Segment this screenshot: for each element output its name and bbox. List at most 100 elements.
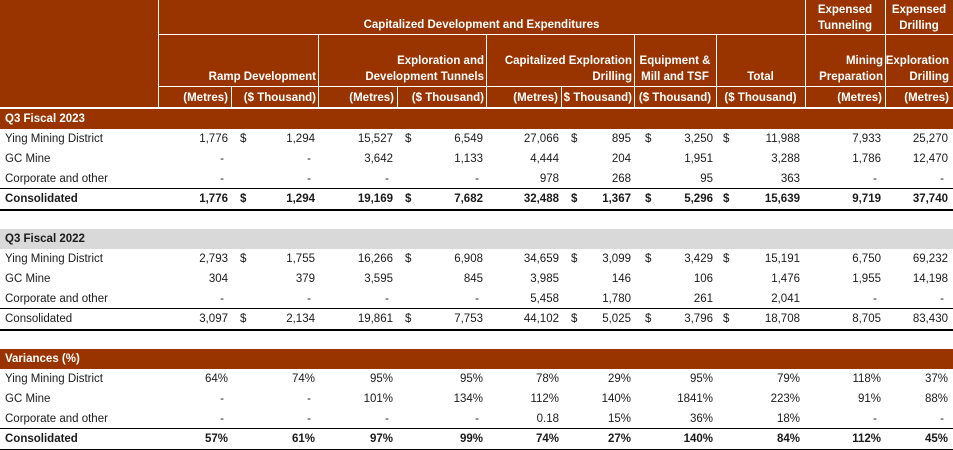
table-cell: 37% [924,373,948,385]
table-row: Corporate and other - - - - 5,458 1,780 261 2,04… [0,289,953,309]
table-cell: 0.18 [536,413,559,425]
table-cell: 3,985 [530,273,559,285]
table-cell: 1,133 [454,153,483,165]
table-cell: 27,066 [523,133,559,145]
unit-label: ($ Thousand) [638,92,712,104]
total-rule-bottom [0,329,953,331]
table-cell: 146 [611,273,631,285]
table-row: GC Mine 304 379 3,595 845 3,985 146 106 1,476 1,9… [0,269,953,289]
currency-symbol: $ [723,313,730,325]
table-cell: 99% [459,433,483,445]
table-cell: - [220,413,224,425]
total-rule-bottom [0,209,953,211]
currency-symbol: $ [240,133,247,145]
row-label: Corporate and other [5,413,108,425]
currency-symbol: $ [240,313,247,325]
table-cell: 6,549 [454,133,483,145]
row-label: GC Mine [5,273,51,285]
table-cell: 845 [463,273,483,285]
table-cell: 88% [924,393,948,405]
table-cell: 1841% [677,393,713,405]
table-cell: 5,458 [530,293,559,305]
currency-symbol: $ [645,313,652,325]
header-divider [885,0,886,108]
table-cell: 2,041 [771,293,800,305]
row-label: Ying Mining District [5,253,103,265]
unit-label: (Metres) [349,92,394,104]
table-cell: 1,755 [286,253,315,265]
table-cell: - [307,293,311,305]
header-divider [634,35,635,108]
header-divider [716,35,717,108]
table-row: Corporate and other - - - - 0.18 15% 36% 18% - - [0,409,953,429]
table-cell: - [220,153,224,165]
currency-symbol: $ [645,193,652,205]
unit-label: ($ Thousand) [411,92,484,104]
table-cell: 379 [295,273,315,285]
table-cell: - [385,173,389,185]
table-cell: 6,750 [852,253,881,265]
table-cell: 84% [776,433,800,445]
table-cell: - [940,173,944,185]
table-cell: 27% [607,433,631,445]
table-cell: 895 [611,133,631,145]
table-cell: 97% [369,433,393,445]
table-cell: 95 [700,173,713,185]
table-cell: - [220,393,224,405]
col-title-exploration-tunnels-2: Development Tunnels [365,71,484,83]
unit-label: (Metres) [183,92,228,104]
table-cell: 363 [780,173,800,185]
table-cell: 15,191 [764,253,800,265]
col-title-mining-prep-2: Preparation [819,71,883,83]
table-cell: 15,527 [357,133,393,145]
col-title-expl-drilling-1: Exploration [885,55,949,67]
currency-symbol: $ [571,253,578,265]
table-cell: 1,786 [852,153,881,165]
group-title-expensed-tunneling-1: Expensed [817,4,873,16]
table-cell: - [873,293,877,305]
table-cell: 101% [363,393,393,405]
table-cell: 36% [689,413,713,425]
currency-symbol: $ [571,193,578,205]
table-cell: 37,740 [912,193,948,205]
header-divider [318,35,319,108]
table-cell: 83,430 [912,313,948,325]
table-cell: 1,776 [199,133,228,145]
table-cell: 95% [689,373,713,385]
unit-label: ($ Thousand) [724,92,797,104]
table-cell: 1,951 [684,153,713,165]
row-label: Ying Mining District [5,373,103,385]
currency-symbol: $ [723,193,730,205]
header-divider [158,86,953,87]
table-cell: 19,861 [357,313,393,325]
table-row: Consolidated 57% 61% 97% 99% 74% 27% 140% 84% 112… [0,429,953,449]
table-cell: 3,250 [684,133,713,145]
table-cell: 112% [852,433,881,445]
table-cell: 9,719 [852,193,881,205]
table-cell: - [307,393,311,405]
table-cell: 19,169 [357,193,393,205]
table-cell: 7,933 [852,133,881,145]
table-cell: 1,476 [771,273,800,285]
table-cell: 79% [776,373,800,385]
row-label: Consolidated [5,433,78,445]
table-cell: 57% [204,433,228,445]
col-title-exploration-tunnels-1: Exploration and [397,55,484,67]
group-title-capitalized: Capitalized Development and Expenditures [363,19,600,31]
row-label: Corporate and other [5,173,108,185]
table-row: Ying Mining District 64% 74% 95% 95% 78% 29% 95… [0,369,953,389]
table-cell: - [873,173,877,185]
table-cell: 3,429 [684,253,713,265]
table-cell: 61% [291,433,315,445]
table-cell: 1,780 [602,293,631,305]
table-cell: 978 [539,173,559,185]
table-cell: 5,025 [602,313,631,325]
table-cell: 140% [683,433,713,445]
table-cell: 5,296 [684,193,713,205]
col-title-total: Total [747,71,774,83]
table-cell: - [475,413,479,425]
currency-symbol: $ [723,253,730,265]
currency-symbol: $ [405,193,412,205]
table-cell: - [940,413,944,425]
table-cell: 134% [453,393,483,405]
